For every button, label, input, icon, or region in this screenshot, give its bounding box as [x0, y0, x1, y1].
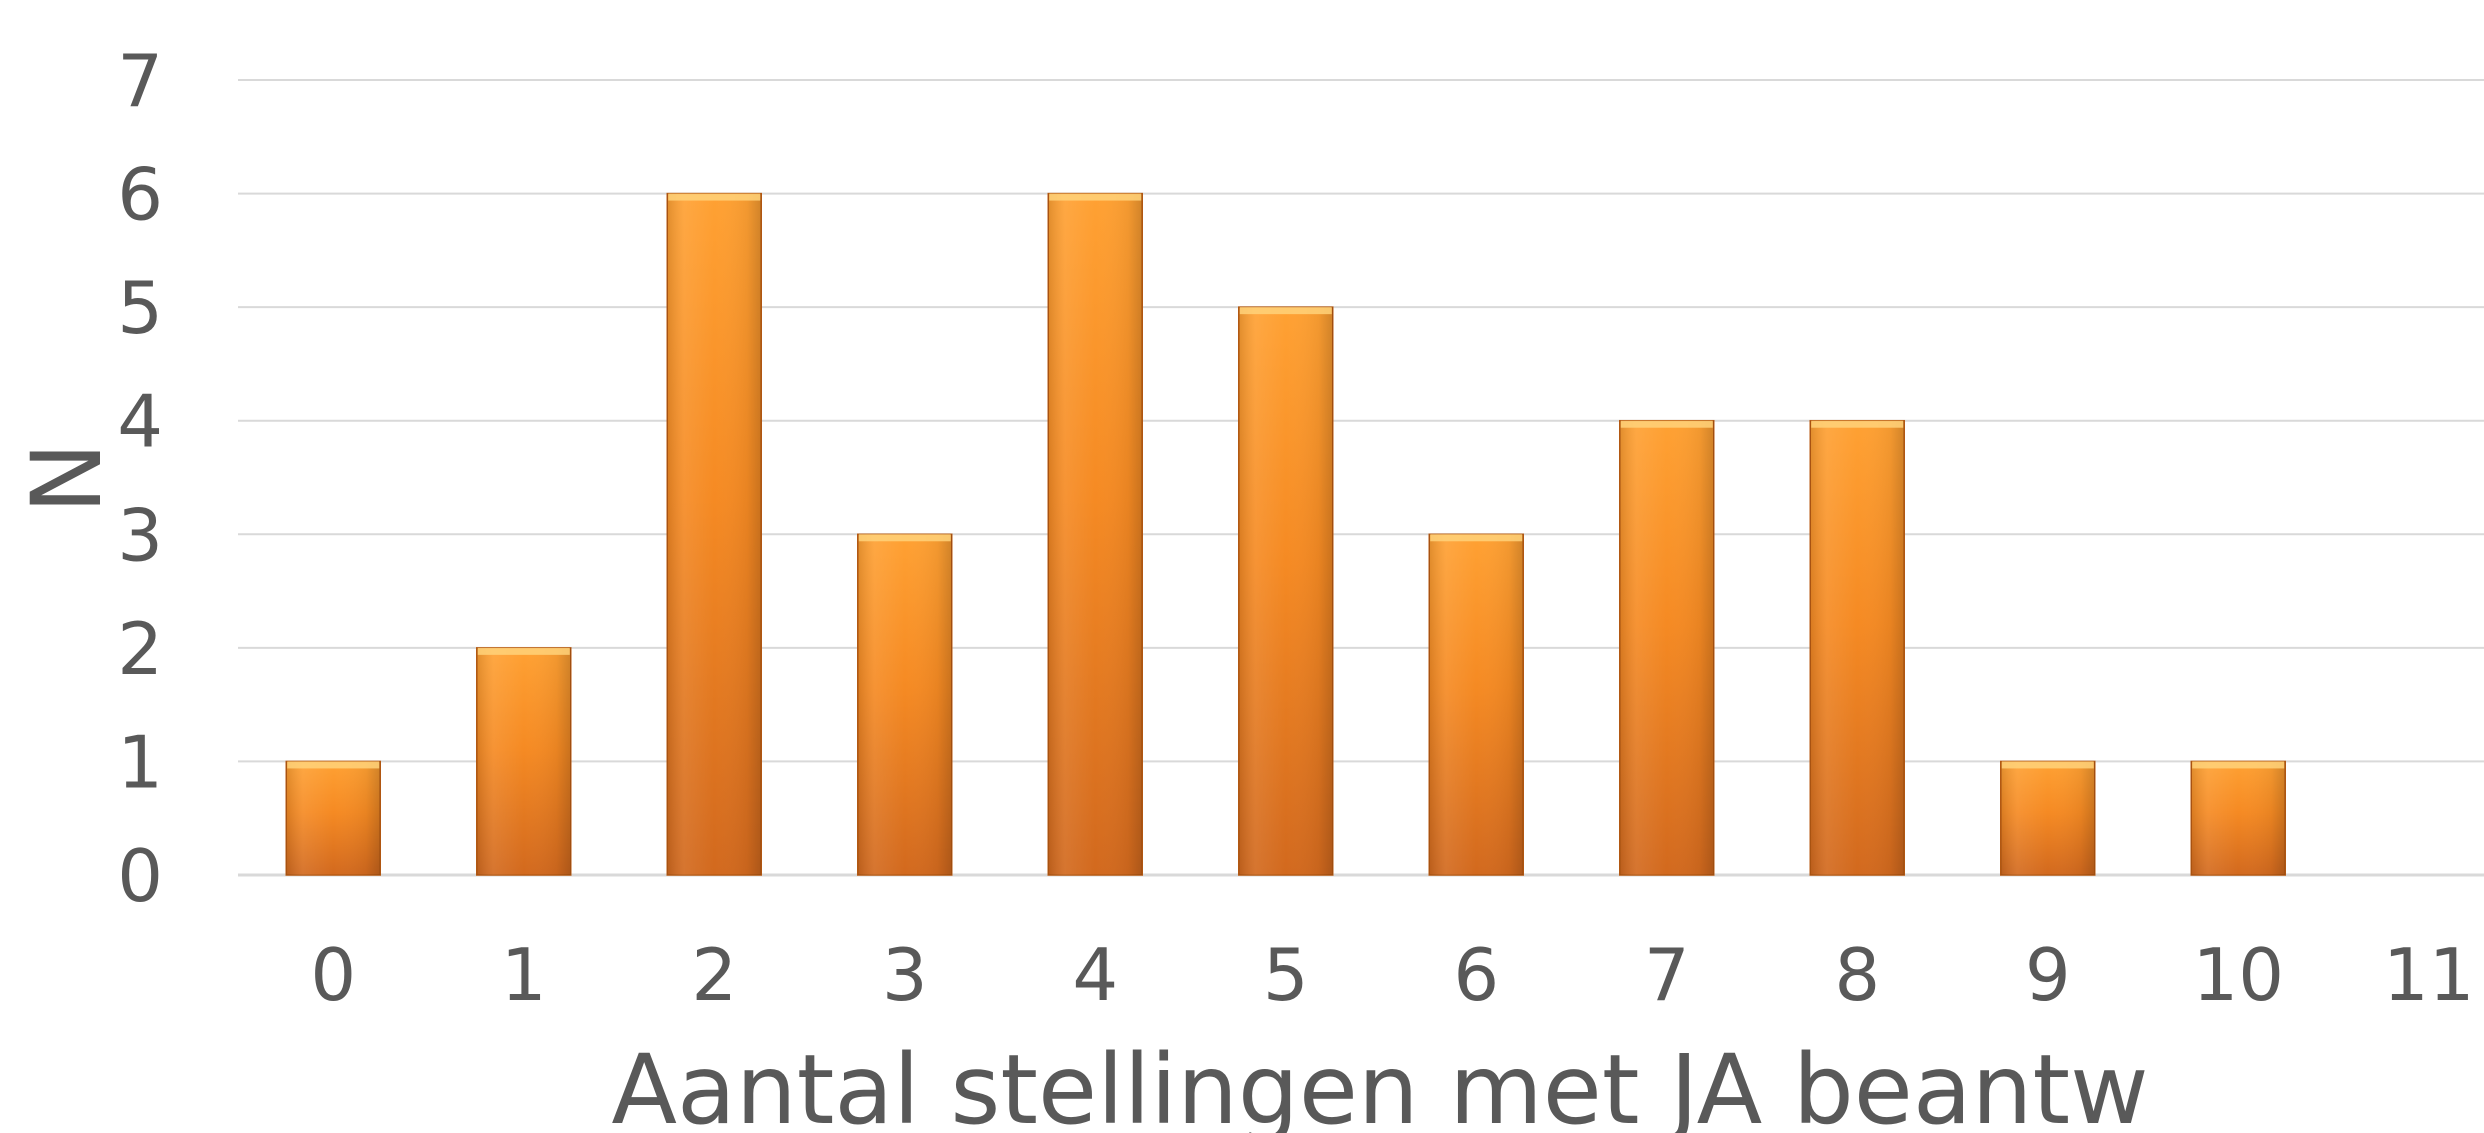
bar-top-highlight [668, 193, 761, 201]
y-tick-label: 4 [117, 380, 163, 464]
x-tick-label: 8 [1834, 933, 1880, 1017]
bar-1 [476, 647, 572, 876]
y-tick-label: 6 [117, 153, 163, 237]
x-tick-label: 7 [1644, 933, 1690, 1017]
bar-top-highlight [858, 534, 951, 542]
bar-shading [1810, 420, 1905, 875]
bar-3 [857, 533, 953, 876]
bar-shading [1429, 534, 1524, 875]
bar-9 [2000, 760, 2096, 876]
bar-top-highlight [1239, 307, 1332, 315]
bars [285, 192, 2286, 876]
bar-shading [2191, 761, 2286, 875]
x-tick-label: 2 [691, 933, 737, 1017]
x-axis-title: Aantal stellingen met JA beantw [611, 1034, 2148, 1133]
x-tick-label: 5 [1263, 933, 1309, 1017]
x-tick-label: 4 [1072, 933, 1118, 1017]
x-tick-label: 0 [310, 933, 356, 1017]
bar-shading [2000, 761, 2095, 875]
y-tick-label: 3 [117, 493, 163, 577]
x-tick-label: 9 [2025, 933, 2071, 1017]
x-tick-label: 1 [501, 933, 547, 1017]
bar-shading [1619, 420, 1714, 875]
y-tick-label: 5 [117, 266, 163, 350]
bar-8 [1809, 419, 1905, 876]
y-axis-tick-labels: 0 1 2 3 4 5 6 7 [117, 39, 163, 918]
bar-top-highlight [477, 647, 570, 655]
bar-2 [666, 192, 762, 876]
bar-0 [285, 760, 381, 876]
x-tick-label: 6 [1453, 933, 1499, 1017]
bar-top-highlight [2001, 761, 2094, 769]
bar-shading [857, 534, 952, 875]
bar-shading [286, 761, 381, 875]
bar-top-highlight [2192, 761, 2285, 769]
bar-top-highlight [1049, 193, 1142, 201]
x-axis-tick-labels: 0 1 2 3 4 5 6 7 8 9 10 11 [310, 933, 2474, 1017]
x-tick-label: 10 [2192, 933, 2284, 1017]
y-tick-label: 1 [117, 720, 163, 804]
y-tick-label: 7 [117, 39, 163, 123]
bar-7 [1619, 419, 1715, 876]
bar-shading [1238, 307, 1333, 876]
bar-shading [476, 647, 571, 875]
x-tick-label: 3 [882, 933, 928, 1017]
bar-top-highlight [1430, 534, 1523, 542]
x-tick-label: 11 [2383, 933, 2475, 1017]
bar-top-highlight [1811, 420, 1904, 428]
bar-top-highlight [287, 761, 380, 769]
bar-10 [2190, 760, 2286, 876]
bar-5 [1238, 306, 1334, 876]
y-tick-label: 0 [117, 834, 163, 918]
bar-4 [1047, 192, 1143, 876]
bar-6 [1428, 533, 1524, 876]
bar-top-highlight [1620, 420, 1713, 428]
gridlines [238, 79, 2484, 877]
bar-shading [667, 193, 762, 876]
y-tick-label: 2 [117, 607, 163, 691]
y-axis-title: N [11, 442, 123, 514]
bar-shading [1048, 193, 1143, 876]
